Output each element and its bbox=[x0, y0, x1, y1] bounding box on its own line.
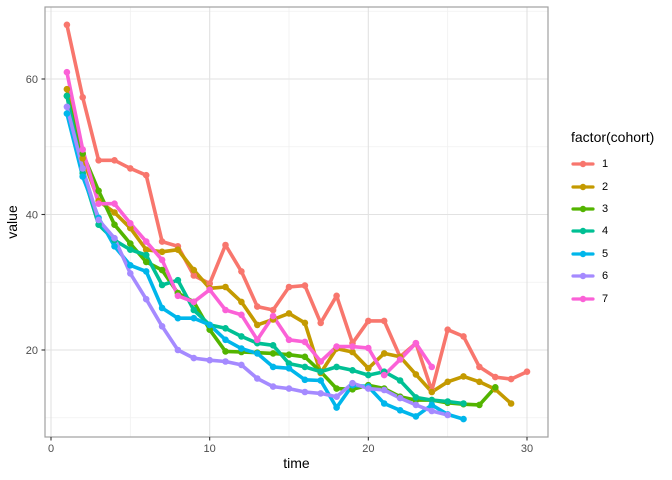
legend-item-label: 4 bbox=[602, 225, 609, 238]
legend-item-label: 7 bbox=[602, 292, 609, 305]
x-axis-title: time bbox=[283, 455, 310, 471]
legend-item-7: 7 bbox=[571, 287, 608, 309]
series-points-7 bbox=[63, 68, 436, 379]
x-tick-label: 10 bbox=[204, 443, 216, 455]
x-tick-label: 0 bbox=[48, 443, 54, 455]
legend-item-6: 6 bbox=[571, 265, 608, 287]
legend-item-label: 5 bbox=[602, 247, 609, 260]
axis-ticks: 0 10 20 30 20 40 60 bbox=[26, 74, 533, 455]
series-points-5 bbox=[63, 110, 467, 423]
series-line-1 bbox=[65, 22, 529, 393]
series-points-1 bbox=[63, 21, 531, 394]
series-points-6 bbox=[63, 103, 452, 419]
legend-key-icon bbox=[571, 183, 595, 190]
legend-item-1: 1 bbox=[571, 153, 608, 175]
x-tick-label: 30 bbox=[521, 443, 533, 455]
y-tick-label: 60 bbox=[26, 74, 38, 86]
legend-key-icon bbox=[571, 295, 595, 302]
legend-item-label: 6 bbox=[602, 270, 609, 283]
panel-border bbox=[44, 6, 549, 438]
legend-item-3: 3 bbox=[571, 198, 608, 220]
legend-key-icon bbox=[571, 160, 595, 168]
legend-item-label: 2 bbox=[602, 180, 609, 193]
legend-title: factor(cohort) bbox=[571, 129, 655, 145]
series-line-7 bbox=[65, 70, 434, 377]
y-tick-label: 20 bbox=[26, 345, 38, 357]
legend-items: 1 2 3 4 5 6 7 bbox=[571, 153, 608, 310]
y-axis-title: value bbox=[4, 205, 20, 239]
legend-key-icon bbox=[571, 272, 595, 280]
y-tick-label: 40 bbox=[26, 210, 38, 222]
x-tick-label: 20 bbox=[362, 443, 374, 455]
legend-key-icon bbox=[571, 205, 595, 213]
legend-item-4: 4 bbox=[571, 220, 608, 242]
legend-key-icon bbox=[571, 228, 595, 235]
legend-item-2: 2 bbox=[571, 175, 608, 197]
legend-item-5: 5 bbox=[571, 243, 608, 265]
legend-item-label: 1 bbox=[602, 158, 609, 171]
legend-key-icon bbox=[571, 250, 595, 257]
legend-item-label: 3 bbox=[602, 202, 609, 215]
